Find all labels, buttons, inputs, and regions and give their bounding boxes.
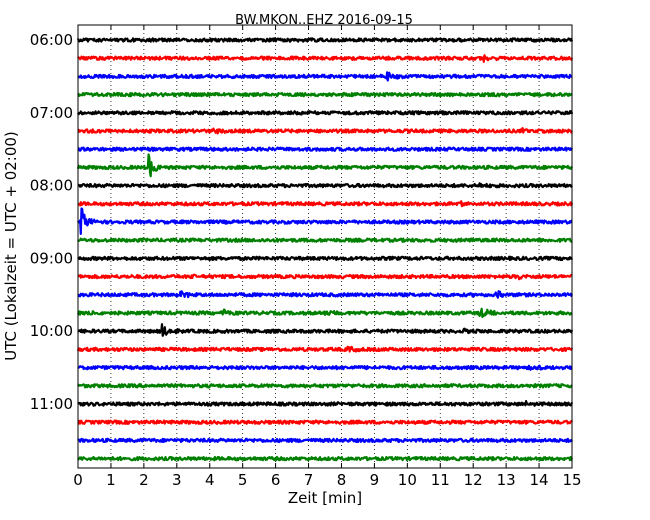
x-tick-label: 4 [205, 471, 215, 489]
seismogram-trace [76, 153, 574, 178]
x-tick-label: 13 [497, 471, 516, 489]
seismogram-trace [77, 146, 573, 152]
x-tick-label: 2 [139, 471, 149, 489]
x-tick-label: 10 [398, 471, 417, 489]
grid-lines [110, 25, 540, 468]
seismogram-trace [77, 400, 574, 407]
x-tick-label: 3 [172, 471, 182, 489]
seismogram-trace [77, 91, 573, 98]
plot-frame [77, 24, 573, 469]
x-tick-label: 9 [370, 471, 380, 489]
y-tick-label: 10:00 [30, 322, 73, 340]
y-axis-label: UTC (Lokalzeit = UTC + 02:00) [2, 131, 20, 361]
seismogram-trace [77, 110, 574, 116]
seismogram-trace [76, 307, 573, 319]
seismogram-trace [77, 290, 574, 299]
seismogram-trace [77, 419, 573, 425]
seismogram-trace [77, 207, 573, 235]
x-tick-label: 5 [238, 471, 248, 489]
y-tick-label: 09:00 [30, 249, 73, 267]
seismogram-trace [77, 273, 573, 281]
x-tick-label: 11 [431, 471, 450, 489]
x-tick-label: 8 [337, 471, 347, 489]
x-tick-label: 7 [304, 471, 314, 489]
seismogram-trace [77, 200, 574, 208]
seismogram-trace [77, 127, 573, 135]
seismogram-trace [77, 323, 574, 337]
seismogram-trace [77, 437, 573, 444]
x-tick-label: 1 [106, 471, 116, 489]
x-axis-label: Zeit [min] [288, 489, 362, 507]
seismogram-trace [77, 455, 574, 462]
chart-title: BW.MKON..EHZ 2016-09-15 [235, 13, 413, 28]
x-tick-label: 12 [464, 471, 483, 489]
seismogram-trace [77, 182, 573, 189]
x-tick-label: 14 [530, 471, 549, 489]
y-tick-label: 11:00 [30, 395, 73, 413]
x-tick-label: 6 [271, 471, 281, 489]
seismogram-trace [77, 237, 573, 243]
seismogram-trace [76, 37, 574, 43]
y-tick-label: 07:00 [30, 104, 73, 122]
seismogram-traces [76, 37, 574, 462]
x-tick-label: 15 [562, 471, 581, 489]
y-tick-label: 08:00 [30, 177, 73, 195]
seismogram-trace [77, 71, 573, 82]
y-axis-ticks: 06:00 07:00 08:00 09:00 10:00 11:00 [30, 31, 572, 413]
seismogram-trace [77, 54, 574, 63]
x-tick-label: 0 [73, 471, 83, 489]
y-tick-label: 06:00 [30, 31, 73, 49]
seismogram-trace [77, 364, 573, 371]
seismogram-trace [76, 345, 574, 353]
seismogram-trace [77, 255, 574, 262]
seismogram-trace [77, 383, 573, 389]
x-axis-ticks: 0 1 2 3 4 5 6 7 8 9 10 11 12 13 14 15 [73, 25, 582, 489]
